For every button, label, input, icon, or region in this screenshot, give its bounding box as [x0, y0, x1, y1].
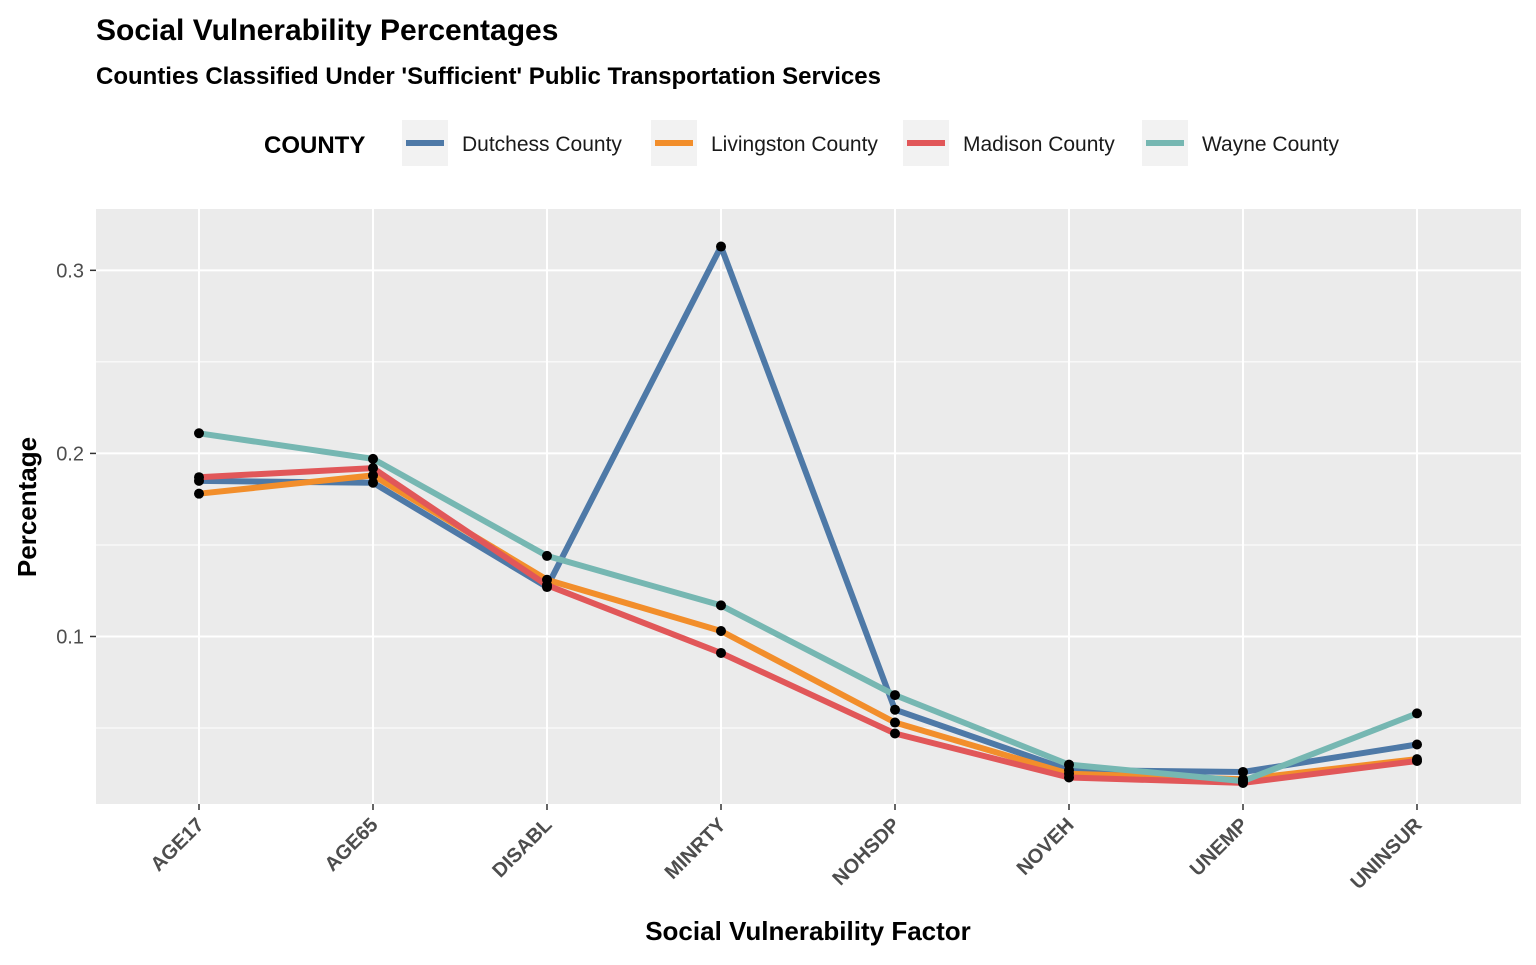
x-tick-label: NOHSDP — [828, 814, 904, 890]
series-lines — [198, 243, 1419, 786]
y-tick-label: 0.2 — [56, 443, 84, 465]
data-point — [716, 625, 726, 636]
data-point — [1238, 766, 1248, 777]
legend: COUNTY Dutchess County Livingston County M… — [264, 120, 1339, 166]
legend-label: Dutchess County — [462, 133, 622, 156]
data-point — [194, 488, 204, 499]
data-point — [368, 453, 378, 464]
x-axis-title: Social Vulnerability Factor — [645, 916, 971, 946]
x-tick-label: DISABL — [488, 814, 556, 882]
x-tick-label: UNEMP — [1186, 814, 1253, 881]
legend-label: Madison County — [963, 133, 1115, 156]
x-tick-label: UNINSUR — [1347, 814, 1427, 894]
data-point — [368, 463, 378, 474]
plot-area — [96, 209, 1521, 804]
data-point — [716, 647, 726, 658]
data-point — [716, 241, 726, 252]
y-axis: 0.1 0.2 0.3 — [56, 260, 96, 648]
data-point — [542, 580, 552, 591]
data-point — [890, 690, 900, 701]
y-tick-label: 0.3 — [56, 260, 84, 282]
legend-items: Dutchess County Livingston County Madison … — [402, 120, 1339, 166]
data-point — [368, 477, 378, 488]
data-point — [1412, 755, 1422, 766]
series-line — [198, 430, 1419, 785]
data-point — [1412, 708, 1422, 719]
chart-subtitle: Counties Classified Under 'Sufficient' P… — [96, 63, 881, 90]
x-tick-label: NOVEH — [1013, 814, 1079, 880]
data-point — [1064, 759, 1074, 770]
legend-title: COUNTY — [264, 132, 365, 159]
x-tick-label: AGE65 — [321, 814, 383, 876]
data-point — [1412, 739, 1422, 750]
chart-title: Social Vulnerability Percentages — [96, 14, 558, 47]
data-point — [194, 472, 204, 483]
data-point — [890, 728, 900, 739]
data-point — [890, 717, 900, 728]
series-line — [198, 465, 1418, 786]
legend-label: Wayne County — [1202, 133, 1339, 156]
data-point — [890, 704, 900, 715]
series-line — [198, 243, 1418, 775]
x-tick-label: AGE17 — [147, 814, 209, 876]
y-tick-label: 0.1 — [56, 626, 84, 648]
data-point — [1064, 772, 1074, 783]
data-point — [542, 550, 552, 561]
data-point — [194, 428, 204, 439]
y-axis-title: Percentage — [12, 437, 42, 577]
x-tick-label: MINRTY — [661, 814, 731, 884]
data-point — [1238, 776, 1248, 787]
legend-label: Livingston County — [711, 133, 878, 156]
x-axis: AGE17 AGE65 DISABL MINRTY NOHSDP NOVEH UNEMP UN… — [147, 804, 1427, 894]
data-point — [368, 470, 378, 481]
plot-background — [96, 209, 1521, 804]
series-points — [194, 241, 1422, 788]
data-point — [716, 600, 726, 611]
